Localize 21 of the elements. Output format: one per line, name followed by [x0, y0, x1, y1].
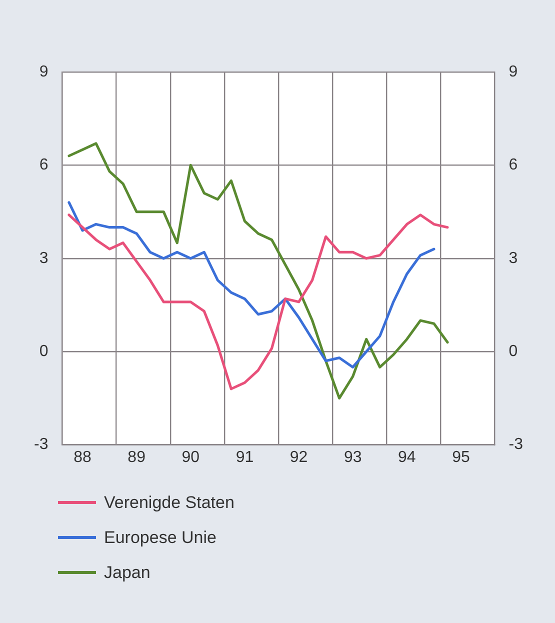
x-tick-label: 90	[182, 448, 200, 466]
y2-tick-label: 9	[508, 63, 518, 80]
y-tick-label: 3	[39, 250, 48, 267]
x-tick-label: 89	[128, 448, 146, 466]
y-tick-label: 6	[39, 156, 48, 174]
x-tick-label: 95	[452, 448, 470, 466]
legend-label: Japan	[104, 562, 150, 582]
x-tick-label: 88	[74, 448, 92, 466]
x-tick-label: 94	[398, 448, 416, 466]
y2-tick-label: -3	[508, 436, 524, 454]
x-tick-label: 93	[344, 448, 362, 466]
x-tick-label: 91	[236, 448, 254, 466]
legend-label: Europese Unie	[104, 528, 216, 548]
y-tick-label: -3	[34, 436, 48, 454]
x-tick-label: 92	[290, 448, 308, 466]
y-tick-label: 9	[39, 63, 48, 80]
y2-tick-label: 6	[508, 156, 518, 174]
y2-tick-label: 0	[508, 343, 518, 360]
legend-label: Verenigde Staten	[104, 492, 234, 512]
y-tick-label: 0	[39, 343, 48, 360]
y2-tick-label: 3	[508, 250, 518, 267]
